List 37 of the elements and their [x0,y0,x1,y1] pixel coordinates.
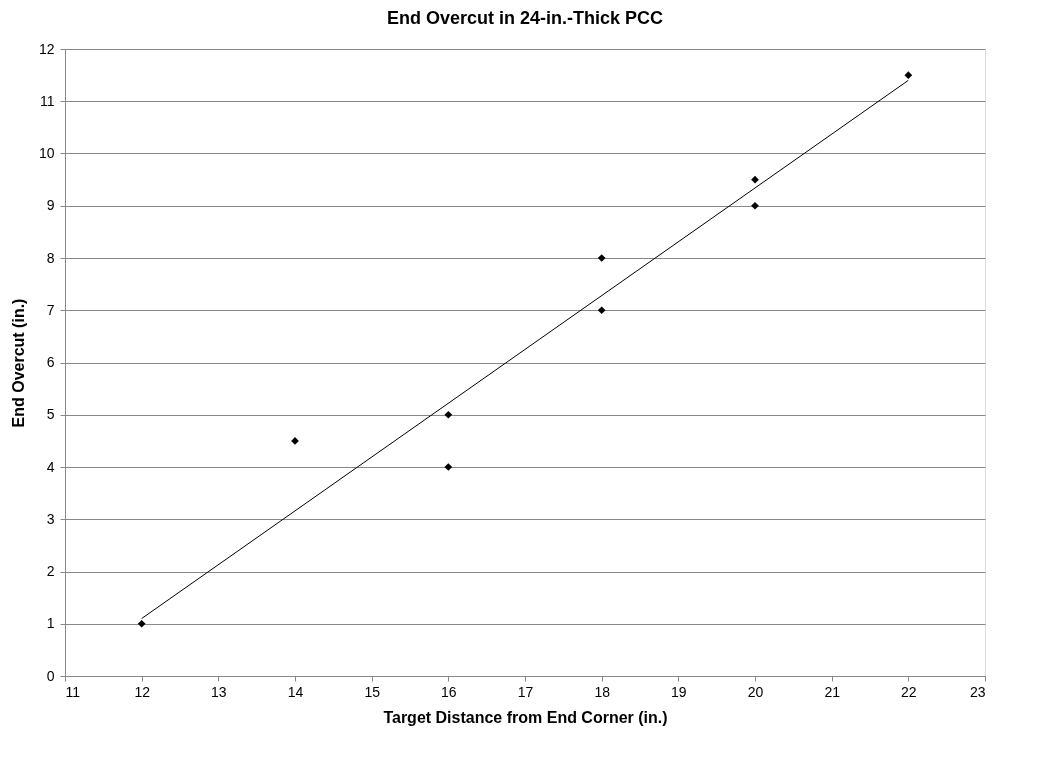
x-tick-label: 19 [671,683,687,700]
point [751,201,759,210]
x-tick-label: 16 [441,683,457,700]
y-tick-label: 11 [39,92,55,109]
y-tick-label: 3 [46,510,55,527]
point [751,175,759,184]
point [137,619,146,628]
y-tick-label: 6 [46,354,55,370]
y-tick-label: 8 [46,249,55,266]
point [444,463,453,471]
point [904,71,913,79]
y-tick-label: 4 [46,458,55,475]
x-tick-label: 23 [969,683,986,700]
y-tick-label: 1 [46,615,55,632]
x-tick-label: 22 [901,683,917,700]
y-tick-label: 10 [38,145,55,161]
x-tick-label: 15 [364,683,381,700]
point [597,306,606,315]
point [597,254,606,262]
x-tick-label: 11 [65,683,81,700]
x-tick-label: 17 [517,683,534,700]
x-axis-title: Target Distance from End Corner (in.) [383,708,668,726]
y-tick-label: 7 [46,301,55,318]
chart-title: End Overcut in 24-in.-Thick PCC [386,8,664,28]
x-tick-label: 12 [134,683,151,700]
y-tick-label: 2 [46,563,55,579]
x-tick-label: 21 [824,683,841,700]
point [444,410,453,419]
y-tick-label: 5 [46,406,55,423]
x-tick-label: 14 [287,683,304,700]
y-tick-label: 12 [38,40,55,57]
x-tick-label: 20 [747,683,764,700]
x-tick-label: 13 [211,683,227,700]
y-tick-label: 0 [46,667,55,684]
x-tick-label: 18 [594,683,611,700]
y-axis-title: End Overcut (in.) [9,298,27,428]
y-tick-label: 9 [46,197,55,214]
